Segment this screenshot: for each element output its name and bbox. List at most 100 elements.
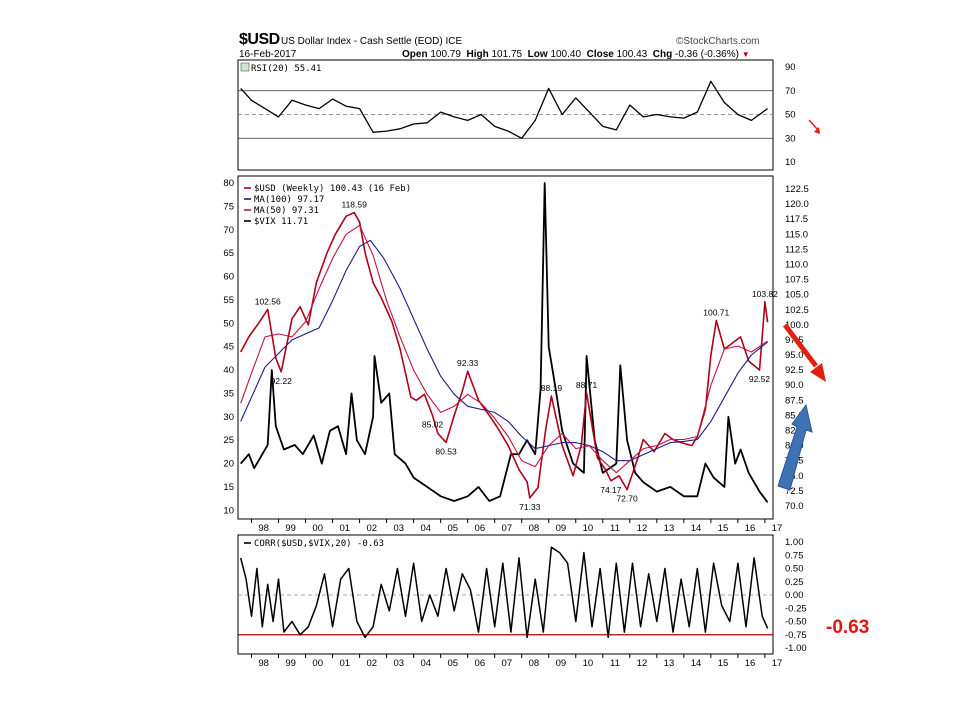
vix-ytick-label: 40 (223, 365, 234, 376)
usd-ytick-label: 72.5 (785, 486, 804, 497)
corr-panel: 1.00 0.75 0.50 0.25 0.00 -0.25 -0.50 -0.75 -1.00… (238, 537, 807, 669)
price-xtick-label: 08 (529, 523, 540, 534)
corr-xtick-label: 14 (691, 658, 702, 669)
corr-xtick-label: 02 (366, 658, 377, 669)
brand-watermark: ©StockCharts.com (676, 36, 760, 47)
chg-value: -0.36 (-0.36%) (675, 49, 739, 60)
price-annotation: 74.17 (600, 485, 622, 495)
price-xtick-label: 01 (339, 523, 350, 534)
corr-xtick-label: 99 (285, 658, 296, 669)
corr-xtick-label: 17 (772, 658, 783, 669)
corr-xtick-label: 00 (312, 658, 323, 669)
vix-ytick-label: 25 (223, 435, 234, 446)
corr-xtick-label: 08 (529, 658, 540, 669)
vix-ytick-label: 65 (223, 248, 234, 259)
blue-up-arrow (777, 403, 813, 491)
usd-ytick-label: 87.5 (785, 395, 804, 406)
down-triangle-icon: ▼ (741, 50, 750, 59)
corr-xtick-label: 06 (475, 658, 486, 669)
corr-xtick-label: 12 (637, 658, 648, 669)
correlation-callout: -0.63 (826, 617, 870, 638)
price-annotation: 85.02 (422, 419, 444, 429)
price-legend-entry: $VIX 11.71 (254, 217, 308, 227)
price-legend-entry: MA(100) 97.17 (254, 195, 324, 205)
as-of-date: 16-Feb-2017 (239, 49, 297, 60)
open-value: 100.79 (430, 49, 461, 60)
usd-ytick-label: 115.0 (785, 229, 808, 240)
price-xtick-label: 99 (285, 523, 296, 534)
corr-ytick-label: 0.50 (785, 564, 804, 575)
price-annotation: 72.70 (616, 494, 638, 504)
corr-xtick-label: 98 (258, 658, 269, 669)
rsi-panel: 10 30 50 70 90 RSI(20) 55.41 (238, 62, 796, 168)
price-legend-entry: MA(50) 97.31 (254, 206, 319, 216)
usd-ytick-label: 95.0 (785, 350, 804, 361)
close-value: 100.43 (616, 49, 648, 60)
price-annotation: 71.33 (519, 502, 541, 512)
usd-ytick-label: 117.5 (785, 214, 808, 225)
corr-panel-frame (237, 534, 774, 655)
vix-ytick-label: 35 (223, 388, 234, 399)
price-xtick-label: 06 (475, 523, 486, 534)
corr-legend: CORR($USD,$VIX,20) -0.63 (254, 539, 384, 549)
usd-ytick-label: 90.0 (785, 380, 804, 391)
vix-ytick-label: 10 (223, 505, 234, 516)
price-xtick-label: 16 (745, 523, 756, 534)
rsi-ytick-label: 50 (785, 110, 796, 121)
corr-ytick-label: 0.00 (785, 590, 804, 601)
rsi-ytick-label: 70 (785, 86, 796, 97)
usd-ytick-label: 70.0 (785, 501, 804, 512)
series-vix-line (240, 182, 769, 503)
usd-ytick-label: 110.0 (785, 259, 808, 270)
vix-ytick-label: 60 (223, 272, 234, 283)
rsi-ytick-label: 30 (785, 133, 796, 144)
rsi-legend-swatch (240, 62, 250, 72)
price-annotation: 92.33 (457, 358, 479, 368)
price-panel-frame (237, 175, 774, 520)
vix-ytick-label: 45 (223, 342, 234, 353)
corr-xtick-label: 03 (393, 658, 404, 669)
rsi-line (240, 80, 768, 139)
vix-ytick-label: 55 (223, 295, 234, 306)
usd-ytick-label: 112.5 (785, 244, 808, 255)
rsi-panel-frame (237, 59, 774, 171)
corr-xtick-label: 10 (583, 658, 594, 669)
corr-xtick-label: 05 (448, 658, 459, 669)
price-annotation: 102.56 (255, 296, 281, 306)
usd-ytick-label: 85.0 (785, 410, 804, 421)
corr-xtick-label: 11 (610, 658, 620, 669)
ohlc-readout: Open 100.79 High 101.75 Low 100.40 Close… (402, 49, 750, 60)
vix-ytick-label: 50 (223, 318, 234, 329)
corr-xtick-label: 01 (339, 658, 350, 669)
usd-ytick-label: 105.0 (785, 290, 809, 301)
price-annotation: 92.22 (271, 376, 293, 386)
vix-ytick-label: 80 (223, 178, 234, 189)
vix-ytick-label: 20 (223, 459, 234, 470)
red-down-arrow (783, 323, 826, 382)
price-legend-entry: $USD (Weekly) 100.43 (16 Feb) (254, 184, 411, 194)
price-xtick-label: 13 (664, 523, 675, 534)
rsi-red-arrow (808, 119, 820, 134)
price-xtick-label: 11 (610, 523, 620, 534)
price-xtick-label: 07 (502, 523, 513, 534)
corr-ytick-label: -0.50 (785, 617, 807, 628)
high-label: High (466, 49, 489, 60)
usd-ytick-label: 107.5 (785, 275, 809, 286)
corr-xtick-label: 04 (421, 658, 432, 669)
price-xtick-label: 15 (718, 523, 729, 534)
vix-ytick-label: 15 (223, 482, 234, 493)
vix-ytick-label: 30 (223, 412, 234, 423)
price-xtick-label: 03 (393, 523, 404, 534)
price-xtick-label: 00 (312, 523, 323, 534)
vix-ytick-label: 75 (223, 201, 234, 212)
corr-ytick-label: -1.00 (785, 643, 807, 654)
price-annotation: 88.19 (541, 383, 563, 393)
rsi-ytick-label: 90 (785, 62, 796, 73)
price-annotation: 100.71 (703, 308, 729, 318)
usd-ytick-label: 120.0 (785, 199, 809, 210)
low-value: 100.40 (550, 49, 582, 60)
usd-ytick-label: 100.0 (785, 320, 809, 331)
price-xtick-label: 10 (583, 523, 594, 534)
price-xtick-label: 04 (421, 523, 432, 534)
corr-ytick-label: 0.25 (785, 577, 804, 588)
